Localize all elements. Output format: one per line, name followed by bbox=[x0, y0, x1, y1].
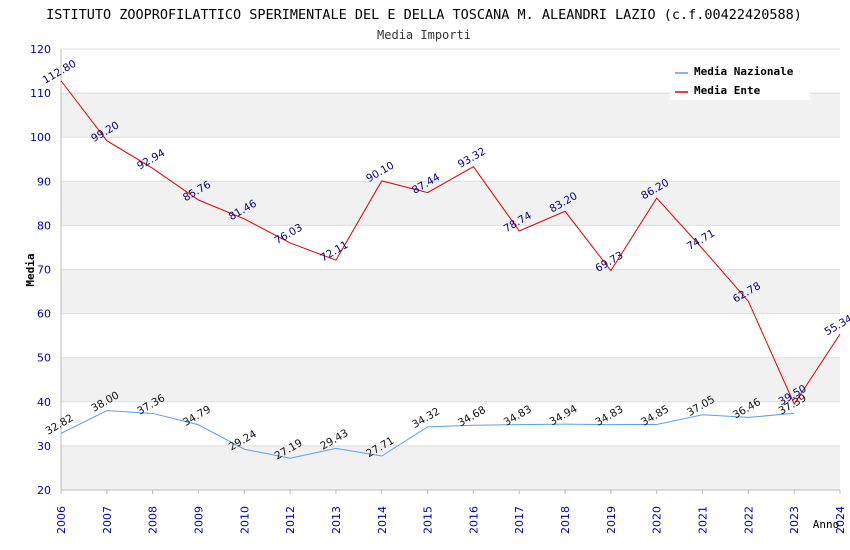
y-tick-label: 40 bbox=[37, 396, 51, 409]
x-tick-label: 2015 bbox=[422, 506, 435, 534]
x-tick-label: 2009 bbox=[192, 506, 205, 534]
axes bbox=[60, 49, 840, 491]
y-axis-ticks: 20 30 40 50 60 70 80 90 100 110 120 bbox=[30, 43, 51, 497]
y-tick-label: 100 bbox=[30, 131, 51, 144]
legend-box bbox=[670, 60, 810, 100]
y-tick-label: 70 bbox=[37, 264, 51, 277]
x-tick-label: 2024 bbox=[834, 506, 847, 534]
y-tick-label: 110 bbox=[30, 87, 51, 100]
legend-label-media-nazionale: Media Nazionale bbox=[694, 65, 794, 78]
y-tick-label: 30 bbox=[37, 440, 51, 453]
x-axis-ticks: 2006 2007 2008 2009 2010 2012 2013 2014 2015 2016… bbox=[55, 490, 847, 534]
y-tick-label: 60 bbox=[37, 308, 51, 321]
series-line-media-nazionale bbox=[60, 410, 795, 459]
x-tick-label: 2017 bbox=[513, 506, 526, 534]
plot-band bbox=[61, 445, 840, 490]
chart-title: ISTITUTO ZOOPROFILATTICO SPERIMENTALE DE… bbox=[46, 7, 802, 23]
x-tick-label: 2008 bbox=[147, 506, 160, 534]
series-line-media-ente bbox=[60, 80, 841, 406]
y-tick-label: 120 bbox=[30, 43, 51, 56]
x-tick-label: 2016 bbox=[467, 506, 480, 534]
y-tick-label: 80 bbox=[37, 219, 51, 232]
series-lines bbox=[60, 80, 841, 459]
x-tick-label: 2010 bbox=[238, 506, 251, 534]
plot-band bbox=[61, 181, 840, 226]
x-tick-label: 2023 bbox=[788, 506, 801, 534]
x-tick-label: 2012 bbox=[284, 506, 297, 534]
x-tick-label: 2014 bbox=[376, 506, 389, 534]
legend-label-media-ente: Media Ente bbox=[694, 84, 761, 97]
plot-band bbox=[61, 93, 840, 138]
legend: Media Nazionale Media Ente bbox=[670, 60, 810, 100]
x-tick-label: 2021 bbox=[697, 506, 710, 534]
y-axis-label: Media bbox=[24, 253, 37, 286]
x-tick-label: 2022 bbox=[742, 506, 755, 534]
y-tick-label: 20 bbox=[37, 484, 51, 497]
x-axis-label: Anno bbox=[813, 518, 840, 531]
x-tick-label: 2007 bbox=[101, 506, 114, 534]
y-tick-label: 90 bbox=[37, 175, 51, 188]
x-tick-label: 2019 bbox=[605, 506, 618, 534]
x-tick-label: 2006 bbox=[55, 506, 68, 534]
x-tick-label: 2013 bbox=[330, 506, 343, 534]
y-tick-label: 50 bbox=[37, 352, 51, 365]
chart-subtitle: Media Importi bbox=[377, 28, 471, 42]
plot-band bbox=[61, 269, 840, 314]
x-tick-label: 2020 bbox=[651, 506, 664, 534]
x-tick-label: 2018 bbox=[559, 506, 572, 534]
plot-band bbox=[61, 357, 840, 402]
